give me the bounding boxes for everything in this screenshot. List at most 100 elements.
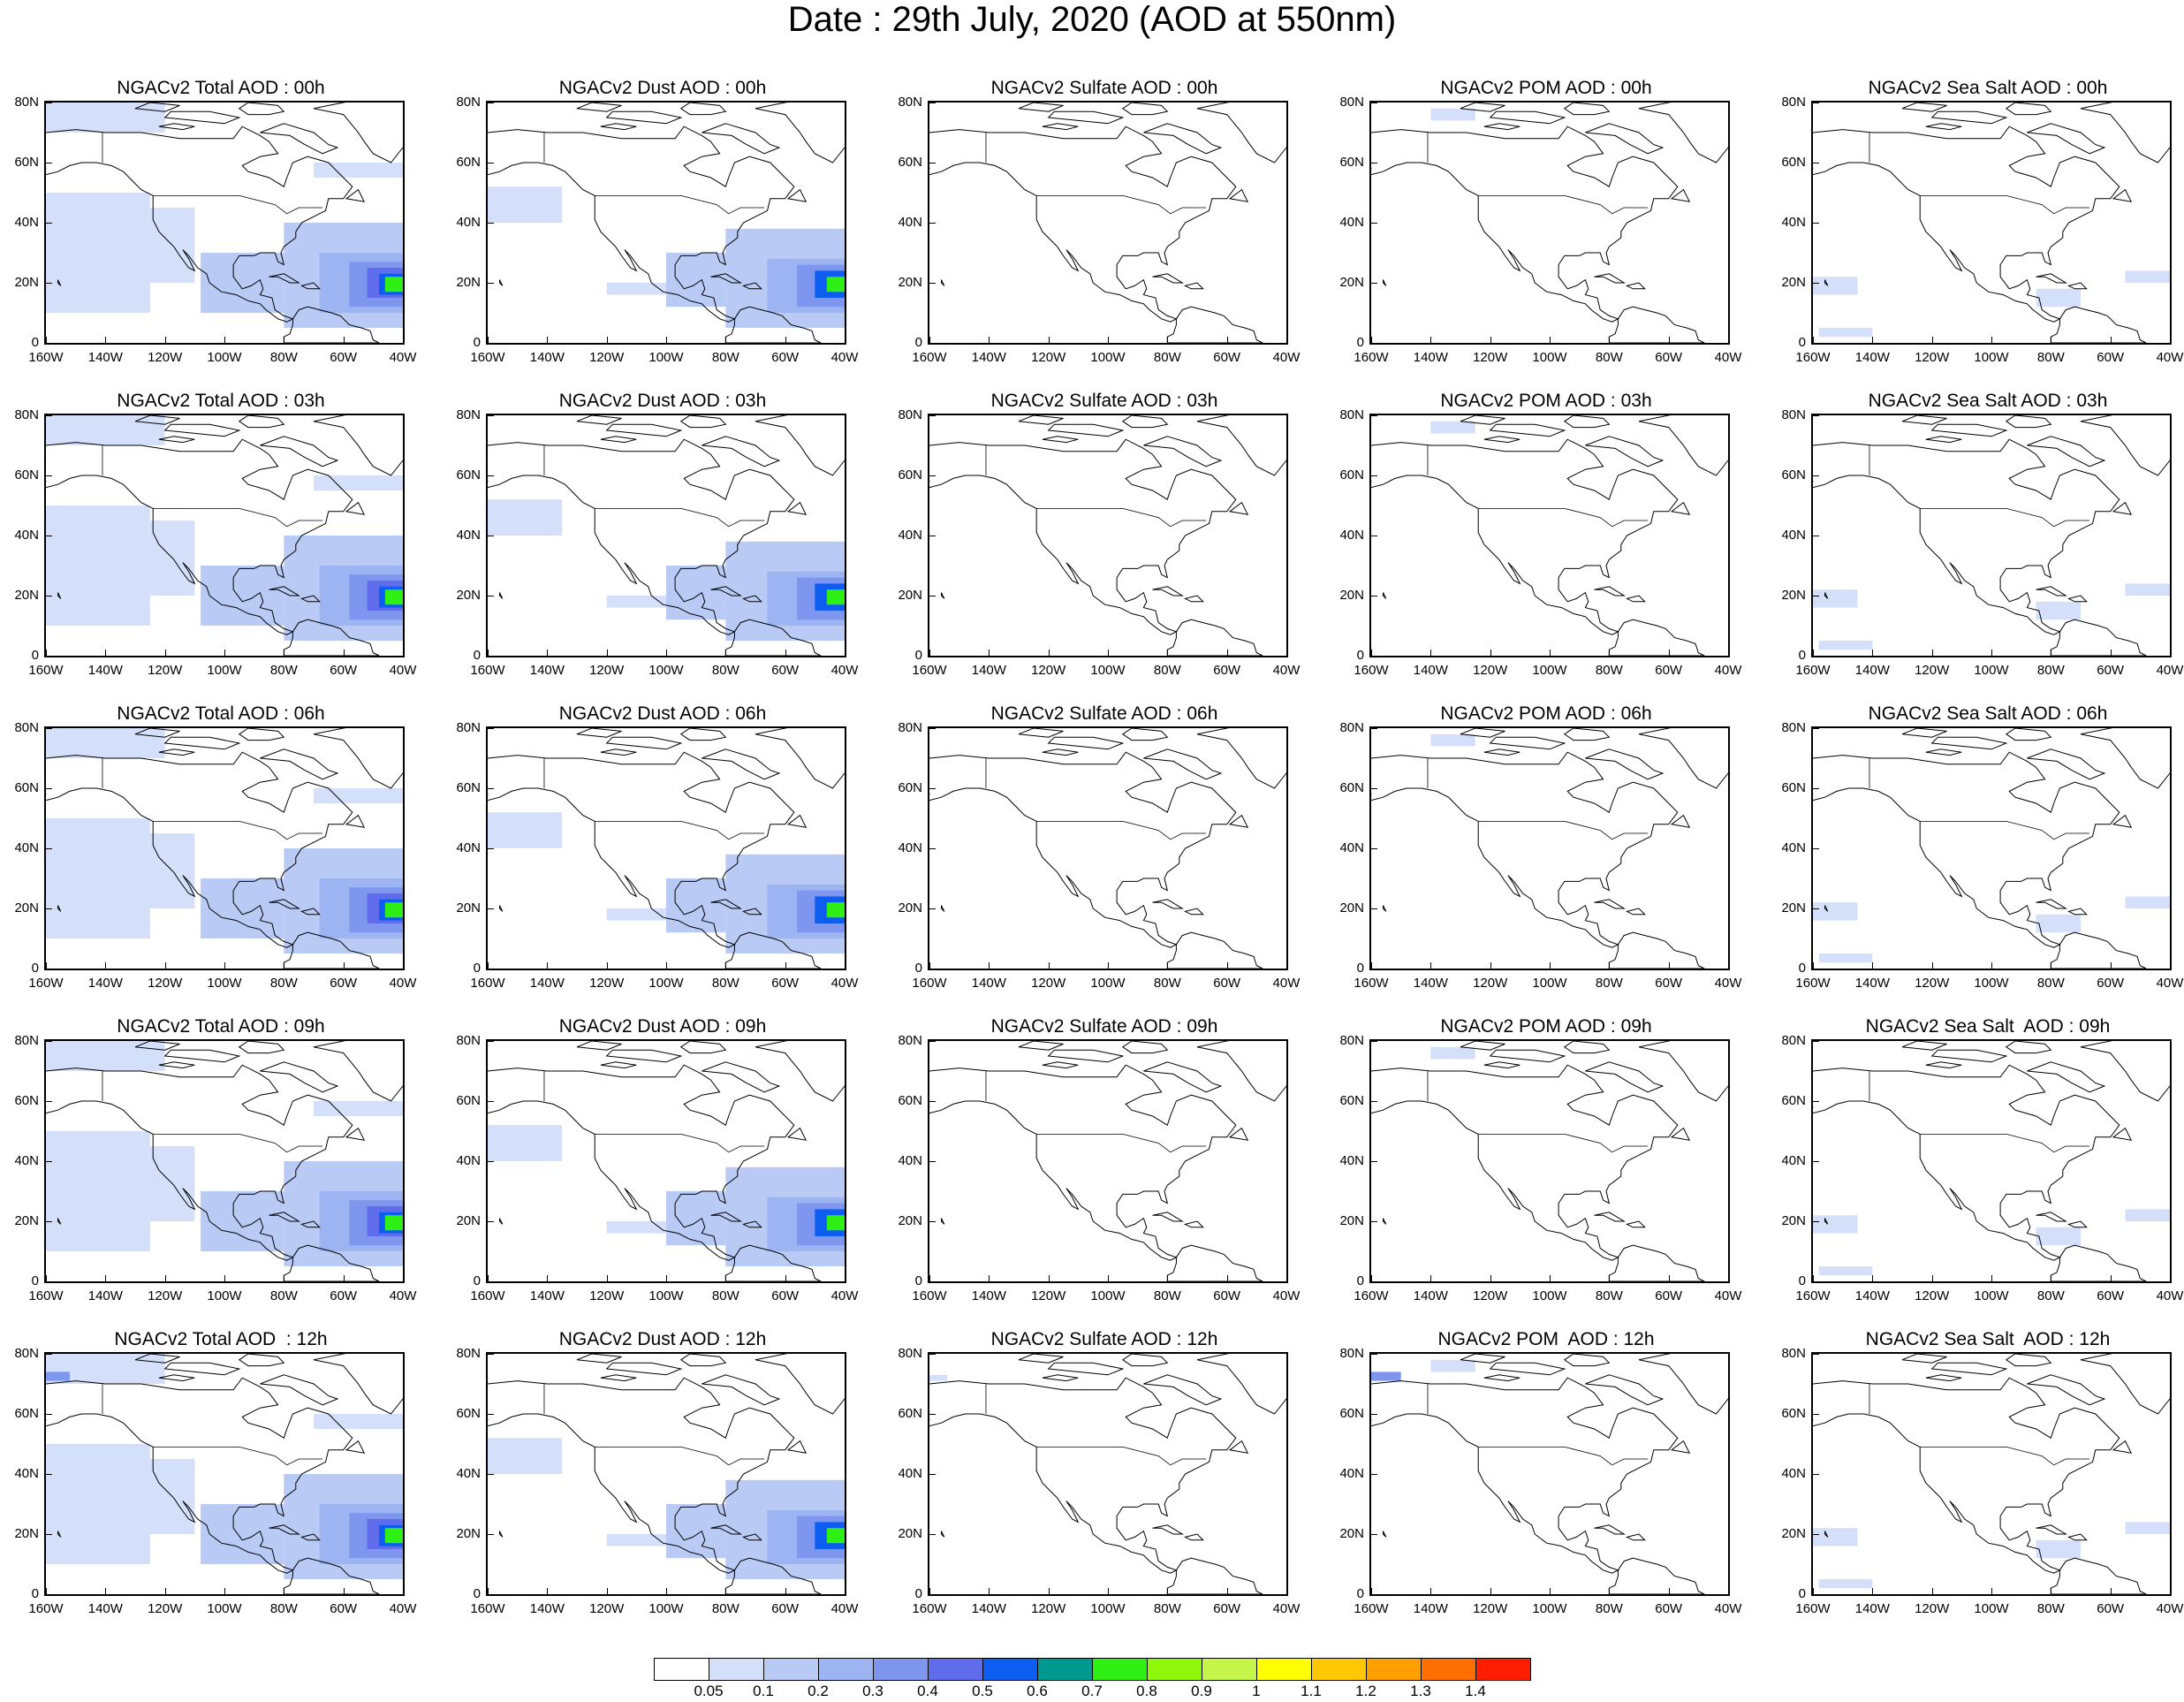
latitude-tick-mark (1371, 223, 1377, 224)
coastline (1626, 595, 1646, 603)
coastline (1594, 1524, 1626, 1535)
coastline (755, 728, 845, 789)
aod-shading (1818, 641, 1873, 650)
longitude-tick-label: 60W (2097, 663, 2125, 678)
latitude-tick-label: 0 (31, 961, 39, 976)
latitude-tick-label: 0 (31, 1586, 39, 1601)
longitude-tick-label: 60W (2097, 1601, 2125, 1616)
latitude-tick-label: 80N (456, 95, 481, 110)
longitude-tick-mark (1550, 337, 1551, 343)
longitude-tick-label: 60W (2097, 976, 2125, 991)
coastline (1626, 1533, 1646, 1541)
map-panel: NGACv2 POM AOD : 12h 80N 60N 40N 20N 0 160W 140… (1325, 1329, 1767, 1643)
latitude-tick-label: 40N (1339, 1153, 1364, 1168)
aod-shading (2036, 288, 2081, 308)
longitude-tick-label: 40W (389, 1288, 417, 1303)
latitude-tick-mark (1813, 283, 1819, 284)
map-panel: NGACv2 Dust AOD : 03h 80N 60N 40N 20N 0 160W 14… (442, 391, 883, 704)
coastline (1152, 1524, 1184, 1535)
map-frame (928, 1352, 1288, 1596)
coastline (1813, 1377, 2120, 1574)
coastline (1925, 436, 1962, 444)
latitude-tick-label: 0 (473, 648, 481, 663)
latitude-tick-mark (1813, 1161, 1819, 1162)
longitude-tick-label: 140W (529, 663, 565, 678)
colorbar-label: 0.6 (1027, 1683, 1048, 1699)
latitude-tick-mark (488, 1221, 494, 1222)
latitude-tick-mark (488, 1354, 494, 1355)
aod-map (46, 103, 403, 343)
aod-shading (488, 1125, 563, 1161)
longitude-tick-mark (1108, 962, 1109, 969)
longitude-tick-mark (343, 962, 345, 969)
coastline (724, 1557, 822, 1594)
longitude-tick-mark (2110, 962, 2112, 969)
colorbar-label: 0.4 (917, 1683, 938, 1699)
coastline (1152, 1212, 1184, 1222)
latitude-tick-label: 60N (1781, 155, 1806, 170)
latitude-tick-mark (1371, 283, 1377, 284)
aod-shading (201, 253, 284, 313)
aod-shading (384, 589, 403, 605)
longitude-tick-mark (547, 1588, 549, 1594)
longitude-tick-label: 60W (1655, 976, 1683, 991)
aod-shading (2036, 1539, 2081, 1559)
longitude-tick-label: 160W (470, 663, 505, 678)
latitude-tick-label: 0 (31, 335, 39, 350)
coastline (2067, 1533, 2088, 1541)
latitude-tick-mark (488, 415, 494, 416)
map-frame (486, 414, 846, 657)
aod-map (929, 1041, 1286, 1281)
longitude-tick-mark (845, 1275, 846, 1281)
longitude-tick-mark (488, 1275, 489, 1281)
longitude-tick-label: 120W (1031, 976, 1066, 991)
longitude-tick-label: 120W (1473, 1601, 1508, 1616)
latitude-tick-mark (1371, 1101, 1377, 1102)
longitude-tick-label: 140W (87, 976, 123, 991)
longitude-tick-label: 160W (1795, 1288, 1831, 1303)
aod-shading (1813, 1215, 1858, 1234)
coastline (2112, 814, 2133, 828)
longitude-tick-mark (224, 1275, 225, 1281)
latitude-tick-label: 60N (1781, 1406, 1806, 1421)
longitude-tick-label: 100W (648, 663, 684, 678)
longitude-tick-mark (105, 962, 107, 969)
coastline (1371, 1377, 1679, 1574)
latitude-tick-label: 20N (1339, 900, 1364, 916)
coastline (755, 415, 845, 476)
latitude-tick-mark (1813, 415, 1819, 416)
country-border (153, 508, 323, 528)
coastline (724, 1244, 822, 1281)
longitude-tick-mark (725, 337, 727, 343)
latitude-tick-mark (46, 1041, 52, 1042)
coastline (345, 814, 366, 828)
colorbar-swatch (1092, 1658, 1148, 1681)
coastline (283, 931, 380, 969)
coastline (1925, 748, 1962, 756)
longitude-tick-label: 140W (971, 663, 1006, 678)
coastline (1121, 1354, 1169, 1367)
coastline (1824, 592, 1829, 599)
coastline (46, 1064, 353, 1261)
latitude-tick-label: 60N (14, 1406, 39, 1421)
colorbar-swatch (1475, 1658, 1531, 1681)
longitude-tick-label: 120W (589, 350, 625, 365)
longitude-tick-label: 80W (2036, 350, 2065, 365)
latitude-tick-mark (929, 848, 936, 849)
coastline (1166, 306, 1263, 343)
panel-title: NGACv2 Total AOD : 03h (117, 391, 325, 411)
coastline (499, 279, 504, 286)
longitude-tick-label: 100W (1090, 350, 1126, 365)
map-panel: NGACv2 Sulfate AOD : 06h 80N 60N 40N 20N 0 160… (883, 703, 1325, 1017)
coastline (1196, 1041, 1286, 1102)
latitude-tick-mark (46, 343, 52, 344)
longitude-tick-label: 140W (971, 350, 1006, 365)
latitude-tick-mark (929, 343, 936, 344)
coastline (576, 728, 622, 738)
aod-map (1813, 103, 2170, 343)
colorbar-swatch (763, 1658, 819, 1681)
coastline (260, 1061, 339, 1093)
coastline (269, 273, 300, 284)
coastline (2036, 586, 2067, 596)
map-frame (928, 101, 1288, 345)
